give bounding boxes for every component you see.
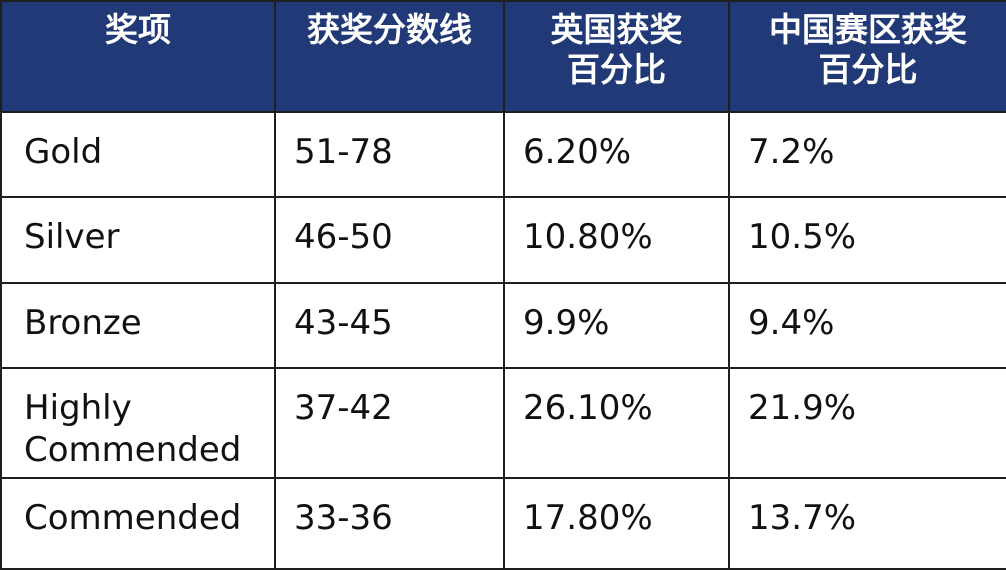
score-cell: 51-78	[274, 111, 505, 198]
china-percent-cell: 21.9%	[728, 367, 1006, 479]
uk-percent-cell: 6.20%	[503, 111, 730, 198]
uk-percent-cell: 17.80%	[503, 477, 730, 570]
table-row: Highly Commended 37-42 26.10% 21.9%	[0, 367, 1006, 479]
uk-percent-cell: 10.80%	[503, 196, 730, 284]
award-cell: Silver	[0, 196, 276, 284]
table-row: Bronze 43-45 9.9% 9.4%	[0, 282, 1006, 369]
award-cell: Gold	[0, 111, 276, 198]
uk-percent-cell: 26.10%	[503, 367, 730, 479]
header-row: 奖项 获奖分数线 英国获奖 百分比 中国赛区获奖 百分比	[0, 0, 1006, 113]
table-body: Gold 51-78 6.20% 7.2% Silver 46-50 10.80…	[0, 111, 1006, 570]
table-row: Commended 33-36 17.80% 13.7%	[0, 477, 1006, 570]
score-cell: 43-45	[274, 282, 505, 369]
score-cell: 33-36	[274, 477, 505, 570]
award-cell: Commended	[0, 477, 276, 570]
score-cell: 46-50	[274, 196, 505, 284]
china-percent-cell: 13.7%	[728, 477, 1006, 570]
uk-percent-cell: 9.9%	[503, 282, 730, 369]
china-percent-cell: 9.4%	[728, 282, 1006, 369]
china-percent-cell: 10.5%	[728, 196, 1006, 284]
header-uk-percentage: 英国获奖 百分比	[503, 0, 730, 113]
header-china-percentage: 中国赛区获奖 百分比	[728, 0, 1006, 113]
table-row: Gold 51-78 6.20% 7.2%	[0, 111, 1006, 198]
score-cell: 37-42	[274, 367, 505, 479]
table-row: Silver 46-50 10.80% 10.5%	[0, 196, 1006, 284]
header-award: 奖项	[0, 0, 276, 113]
award-cell: Bronze	[0, 282, 276, 369]
header-score-line: 获奖分数线	[274, 0, 505, 113]
china-percent-cell: 7.2%	[728, 111, 1006, 198]
award-cell: Highly Commended	[0, 367, 276, 479]
table-header: 奖项 获奖分数线 英国获奖 百分比 中国赛区获奖 百分比	[0, 0, 1006, 113]
